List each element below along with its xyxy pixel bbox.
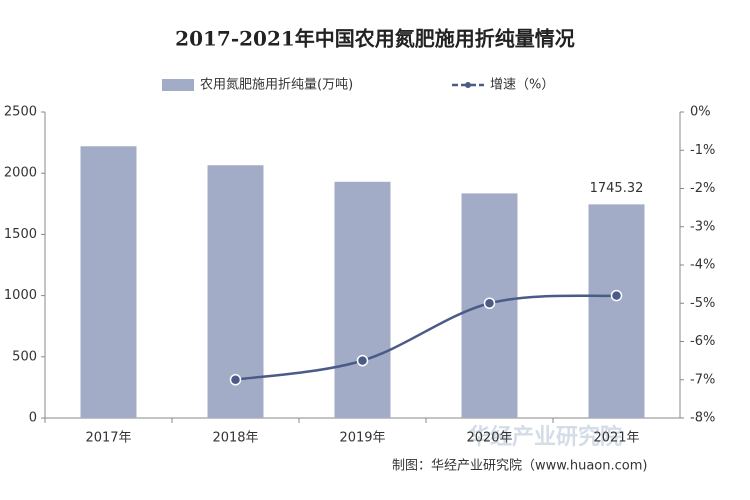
bar <box>334 181 391 418</box>
y2-tick-label: -2% <box>690 181 715 196</box>
x-tick-label: 2018年 <box>212 431 258 446</box>
x-tick-label: 2019年 <box>339 431 385 446</box>
bar <box>80 146 137 418</box>
y2-tick-label: -4% <box>690 258 715 273</box>
y2-tick-label: -8% <box>690 411 715 426</box>
line-marker <box>229 374 242 386</box>
y2-tick-label: -3% <box>690 219 715 234</box>
y-tick-label: 0 <box>29 411 37 426</box>
y-tick-label: 500 <box>12 349 37 364</box>
line <box>235 294 617 381</box>
legend-marker <box>465 82 471 88</box>
y-tick-label: 2000 <box>4 166 37 181</box>
line-marker <box>356 354 369 367</box>
data-label: 1745.32 <box>590 181 644 196</box>
y-tick-label: 2500 <box>4 105 37 120</box>
line-marker <box>610 289 623 302</box>
chart-title: 2017-2021年中国农用氮肥施用折纯量情况 <box>175 27 575 51</box>
source: 制图：华经产业研究院（www.huaon.com) <box>392 459 647 474</box>
x-tick-label: 2020年 <box>466 431 512 446</box>
y2-tick-label: -6% <box>690 334 715 349</box>
line-marker <box>483 297 496 309</box>
watermark: 华经产业研究院 <box>468 424 622 450</box>
y2-tick-label: -1% <box>690 143 715 158</box>
legend-label: 增速（%） <box>490 78 554 93</box>
legend-swatch <box>162 79 194 91</box>
y-tick-label: 1500 <box>4 227 37 242</box>
legend-label: 农用氮肥施用折纯量(万吨) <box>200 78 353 93</box>
y2-tick-label: -5% <box>690 296 715 311</box>
y2-tick-label: -7% <box>690 372 715 387</box>
bar <box>588 204 645 418</box>
y-tick-label: 1000 <box>4 288 37 303</box>
y2-tick-label: 0% <box>690 105 711 120</box>
x-tick-label: 2017年 <box>85 431 131 446</box>
x-tick-label: 2021年 <box>593 431 639 446</box>
